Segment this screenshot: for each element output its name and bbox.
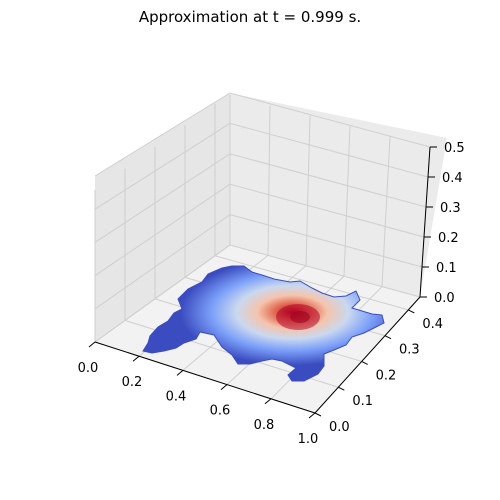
x-wall-grid-line <box>267 105 271 256</box>
x-tick <box>308 412 316 419</box>
back-wall-pane <box>230 93 447 297</box>
y-tick-label: 0.3 <box>399 343 420 358</box>
y-tick <box>384 335 392 340</box>
z-tick-label: 0.2 <box>438 231 459 246</box>
z-tick-label: 0.0 <box>434 291 455 306</box>
z-left-grid-line <box>94 244 231 343</box>
y-tick <box>361 360 368 365</box>
y-tick <box>338 386 345 391</box>
z-grid-line <box>229 214 423 268</box>
x-tick-label: 0.6 <box>210 404 231 419</box>
surface-domain <box>142 265 385 382</box>
y-tick <box>314 412 322 417</box>
x-tick-label: 1.0 <box>298 432 319 447</box>
tick-labels: 0.00.20.40.60.81.00.00.10.20.30.40.00.10… <box>78 141 465 447</box>
x-tick <box>132 355 140 362</box>
z-grid-line <box>229 153 427 208</box>
x-wall-grid-line <box>343 126 351 277</box>
x-tick <box>88 341 96 348</box>
z-grid-line <box>229 244 421 298</box>
z-grid-line <box>229 92 431 148</box>
x-wall-grid-line <box>305 115 311 266</box>
x-wall-grid-line <box>381 136 391 287</box>
z-left-grid-line <box>94 122 231 210</box>
peak-core <box>290 311 310 323</box>
y-grid-line <box>214 255 409 311</box>
y-axis-line <box>314 296 421 414</box>
y-tick <box>408 309 415 314</box>
tick-marks <box>88 146 437 419</box>
y-tick-label: 0.0 <box>329 420 350 435</box>
z-tick-label: 0.5 <box>444 141 465 156</box>
z-grid-line <box>229 183 425 238</box>
x-tick-label: 0.0 <box>78 361 99 376</box>
x-tick-label: 0.8 <box>254 418 275 433</box>
z-tick-label: 0.1 <box>436 261 457 276</box>
z-tick-label: 0.3 <box>440 201 461 216</box>
x-tick <box>176 370 184 376</box>
z-left-grid-line <box>94 183 231 277</box>
x-axis-line <box>94 341 316 414</box>
z-left-grid-line <box>94 153 231 243</box>
x-tick <box>220 384 228 390</box>
z-left-grid-line <box>94 92 231 177</box>
y-tick-label: 0.4 <box>422 317 443 332</box>
x-tick-label: 0.2 <box>122 375 143 390</box>
z-axis-line <box>419 146 431 298</box>
y-tick-label: 0.1 <box>352 394 373 409</box>
z-grid-line <box>229 122 429 178</box>
x-tick <box>264 398 272 405</box>
y-tick-label: 0.2 <box>376 368 397 383</box>
x-tick-label: 0.4 <box>166 389 187 404</box>
chart-title: Approximation at t = 0.999 s. <box>138 8 362 26</box>
z-tick-label: 0.4 <box>442 171 463 186</box>
z-left-grid-line <box>94 214 231 310</box>
